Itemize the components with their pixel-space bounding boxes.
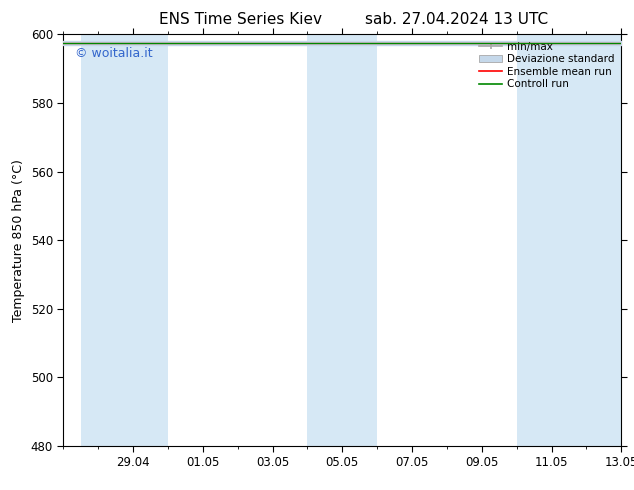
- Text: © woitalia.it: © woitalia.it: [75, 47, 152, 60]
- Bar: [81, 34, 168, 446]
- Y-axis label: Temperature 850 hPa (°C): Temperature 850 hPa (°C): [12, 159, 25, 321]
- Text: ENS Time Series Kiev: ENS Time Series Kiev: [159, 12, 323, 27]
- Bar: [517, 34, 621, 446]
- Bar: [307, 34, 377, 446]
- Legend: min/max, Deviazione standard, Ensemble mean run, Controll run: min/max, Deviazione standard, Ensemble m…: [476, 37, 618, 94]
- Text: sab. 27.04.2024 13 UTC: sab. 27.04.2024 13 UTC: [365, 12, 548, 27]
